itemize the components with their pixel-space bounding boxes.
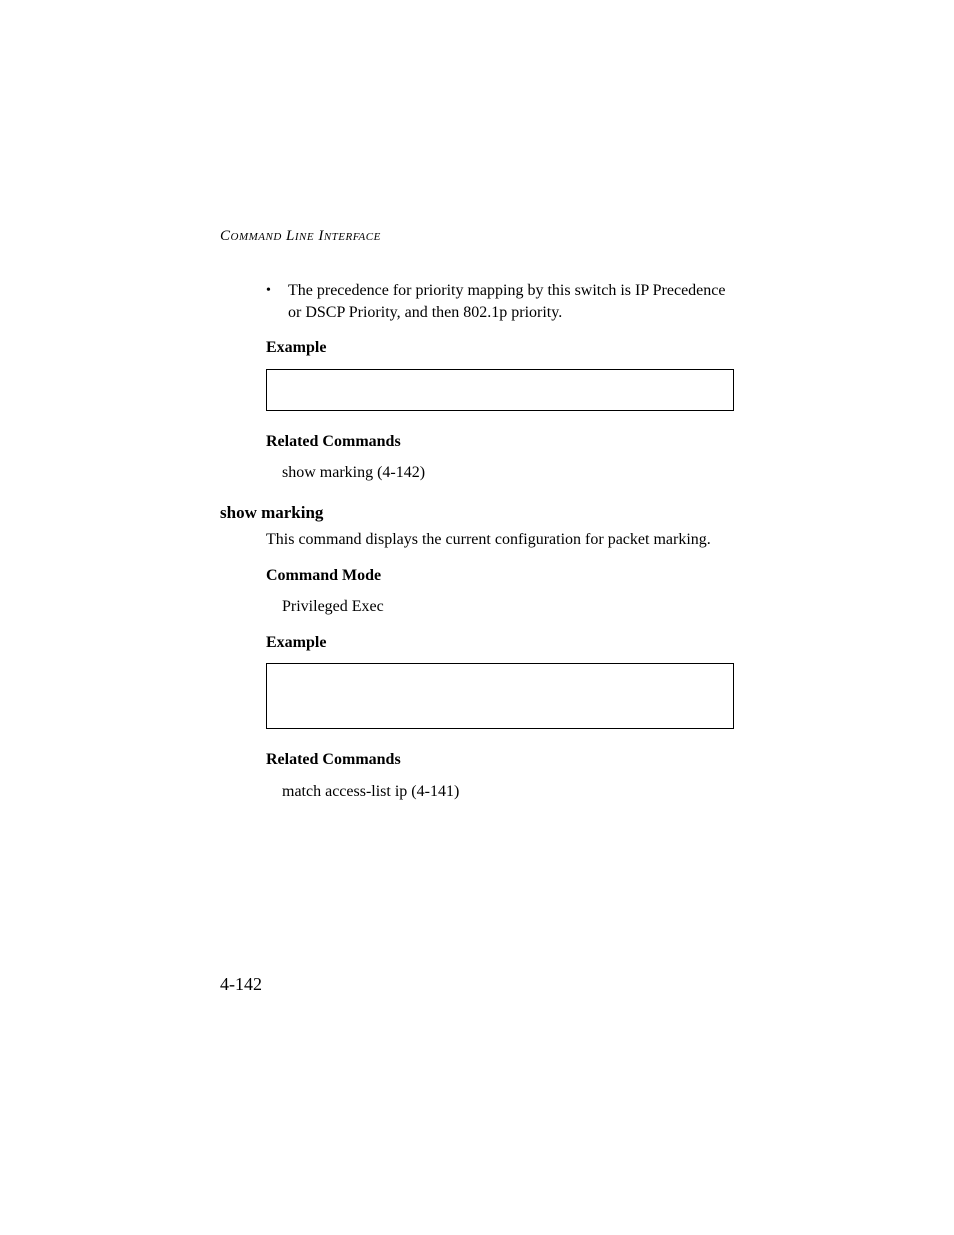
command-mode-value: Privileged Exec [282, 596, 734, 618]
related-commands-heading-2: Related Commands [266, 749, 734, 771]
related-commands-heading: Related Commands [266, 431, 734, 453]
running-header: Command Line Interface [220, 228, 381, 245]
example-heading: Example [266, 337, 734, 359]
bullet-marker: • [266, 280, 288, 301]
related-command-item: show marking (4-142) [282, 462, 734, 484]
command-mode-heading: Command Mode [266, 565, 734, 587]
bullet-item: • The precedence for priority mapping by… [266, 280, 734, 323]
example-box [266, 369, 734, 411]
page-number: 4-142 [220, 974, 262, 995]
example-heading-2: Example [266, 632, 734, 654]
section-description: This command displays the current config… [266, 529, 734, 551]
section-title: show marking [220, 502, 734, 525]
bullet-text: The precedence for priority mapping by t… [288, 280, 734, 323]
example-box-2 [266, 663, 734, 729]
page: Command Line Interface • The precedence … [0, 0, 954, 1235]
related-command-item-2: match access-list ip (4-141) [282, 781, 734, 803]
page-content: • The precedence for priority mapping by… [220, 280, 734, 802]
